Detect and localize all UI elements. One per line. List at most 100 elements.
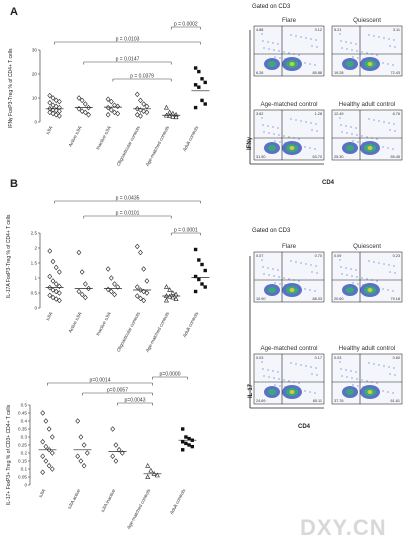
flow-a-event: [300, 120, 302, 122]
chart-a-point: [138, 113, 143, 119]
flow-b-event: [309, 289, 311, 291]
chart-b-top-point: [108, 275, 114, 281]
flow-b-event: [268, 274, 270, 276]
flow-a-title: Age-matched control: [260, 101, 317, 108]
chart-a-point: [47, 100, 53, 106]
chart-b-bottom-point: [49, 466, 55, 472]
chart-b-bottom-point: [187, 436, 191, 441]
chart-a-xtick-label: Adult controls: [182, 125, 200, 153]
flow-a-quadrant-value: 6.26: [256, 71, 263, 75]
flow-a-event: [295, 119, 297, 121]
flow-a-event: [267, 125, 269, 127]
chart-b-bottom-ylabel: IL-17+ FoxP3+ Treg % of CD3+ CD4+ T cell…: [6, 404, 12, 505]
flow-b-event: [274, 282, 276, 284]
flow-b-event: [274, 384, 276, 386]
chart-a-point: [144, 109, 150, 116]
flow-b-title: Age-matched control: [260, 345, 317, 352]
flow-b-quadrant-value: 61.61: [390, 399, 400, 403]
flow-a-quadrant-value: 6.76: [393, 112, 400, 116]
flow-a-density: [268, 145, 276, 151]
chart-a-point: [197, 69, 201, 74]
chart-b-top-point: [53, 281, 59, 287]
chart-b-top-point: [82, 294, 88, 301]
flow-b-event: [376, 280, 378, 282]
chart-b-top-svg: 0 0.5 1 1.5 2 2.5 sJIA Active sJIA Inactive sJIA…: [31, 196, 210, 353]
flow-a-event: [346, 132, 348, 134]
flow-b-event: [387, 391, 389, 393]
flow-a-quadrant-value: 3.62: [256, 112, 263, 116]
chart-b-top-point: [115, 284, 121, 290]
flow-a-event: [382, 146, 384, 148]
chart-b-bottom-ytick-label: 0.25: [18, 443, 27, 448]
chart-b-bottom-point: [116, 447, 122, 453]
flow-a-event: [310, 38, 312, 40]
chart-b-top-point: [197, 277, 201, 282]
chart-b-bottom-sig-label: p=0.0000: [160, 372, 181, 378]
chart-b-bottom-point: [113, 458, 119, 464]
flow-a-event: [263, 47, 265, 49]
chart-b-bottom-point: [184, 435, 188, 439]
chart-b-bottom-point: [184, 441, 188, 446]
chart-a-point: [105, 96, 111, 102]
flow-b-event: [261, 259, 263, 261]
flow-b-event: [388, 366, 390, 368]
flow-a-event: [310, 122, 312, 124]
flow-b-event: [316, 374, 318, 376]
flow-a-event: [273, 133, 275, 135]
chart-b-top-point: [76, 288, 82, 295]
flow-b-quadrant-value: 10.90: [256, 297, 266, 301]
flow-a-quadrant-value: 55.45: [390, 155, 400, 159]
flow-b-event: [288, 278, 290, 280]
chart-b-top-point: [105, 266, 111, 272]
chart-b-top-ytick-label: 0: [34, 306, 37, 311]
flow-b-density: [367, 288, 373, 292]
chart-a-point: [47, 92, 53, 99]
flow-a-event: [357, 57, 359, 59]
flow-a-event: [394, 46, 396, 48]
flow-a-event: [290, 118, 292, 120]
flow-a-event: [314, 148, 316, 150]
flow-b-event: [261, 361, 263, 363]
chart-b-bottom-point: [148, 467, 154, 473]
flow-a-event: [300, 36, 302, 38]
chart-a-ytick-label: 10: [32, 96, 38, 101]
chart-b-top-point: [56, 290, 62, 296]
flow-b-event: [394, 374, 396, 376]
flow-b-event: [283, 379, 285, 381]
flow-b-event: [355, 371, 357, 373]
chart-b-top-point: [138, 295, 143, 302]
flow-b-event: [294, 388, 296, 390]
chart-a-ytick-label: 30: [32, 48, 38, 53]
chart-a-point: [105, 104, 111, 111]
chart-a-point: [86, 112, 91, 118]
flow-a-quadrant-value: 12.49: [334, 112, 344, 116]
chart-b-bottom-point: [81, 442, 87, 448]
flow-a-event: [278, 134, 280, 136]
flow-b-event: [357, 283, 359, 285]
flow-b-event: [361, 277, 363, 279]
chart-b-bottom-sig-label: p=0.0014: [90, 378, 111, 384]
flow-a-event: [368, 34, 370, 36]
chart-b-top-point: [56, 297, 62, 304]
chart-a-point: [82, 109, 88, 116]
flow-a-event: [377, 145, 379, 147]
flow-a-event: [290, 34, 292, 36]
flow-a-event: [314, 64, 316, 66]
chart-b-top-point: [170, 290, 176, 295]
flow-b-event: [304, 288, 306, 290]
flow-b-event: [346, 376, 348, 378]
chart-b-top-point: [163, 297, 169, 303]
flow-a-event: [389, 129, 391, 131]
flow-b-quadrant-value: 0.03: [256, 356, 263, 360]
flow-a-event: [383, 121, 385, 123]
flow-b-event: [288, 380, 290, 382]
flow-b-gated-label: Gated on CD3: [252, 228, 291, 234]
flow-a-event: [311, 45, 313, 47]
chart-b-bottom-point: [110, 453, 116, 459]
chart-b-bottom-point: [84, 450, 90, 456]
chart-a-point: [193, 105, 198, 110]
chart-a-point: [108, 107, 114, 113]
flow-b-event: [350, 370, 352, 372]
chart-b-top-point: [53, 264, 59, 271]
flow-a-event: [298, 138, 300, 140]
